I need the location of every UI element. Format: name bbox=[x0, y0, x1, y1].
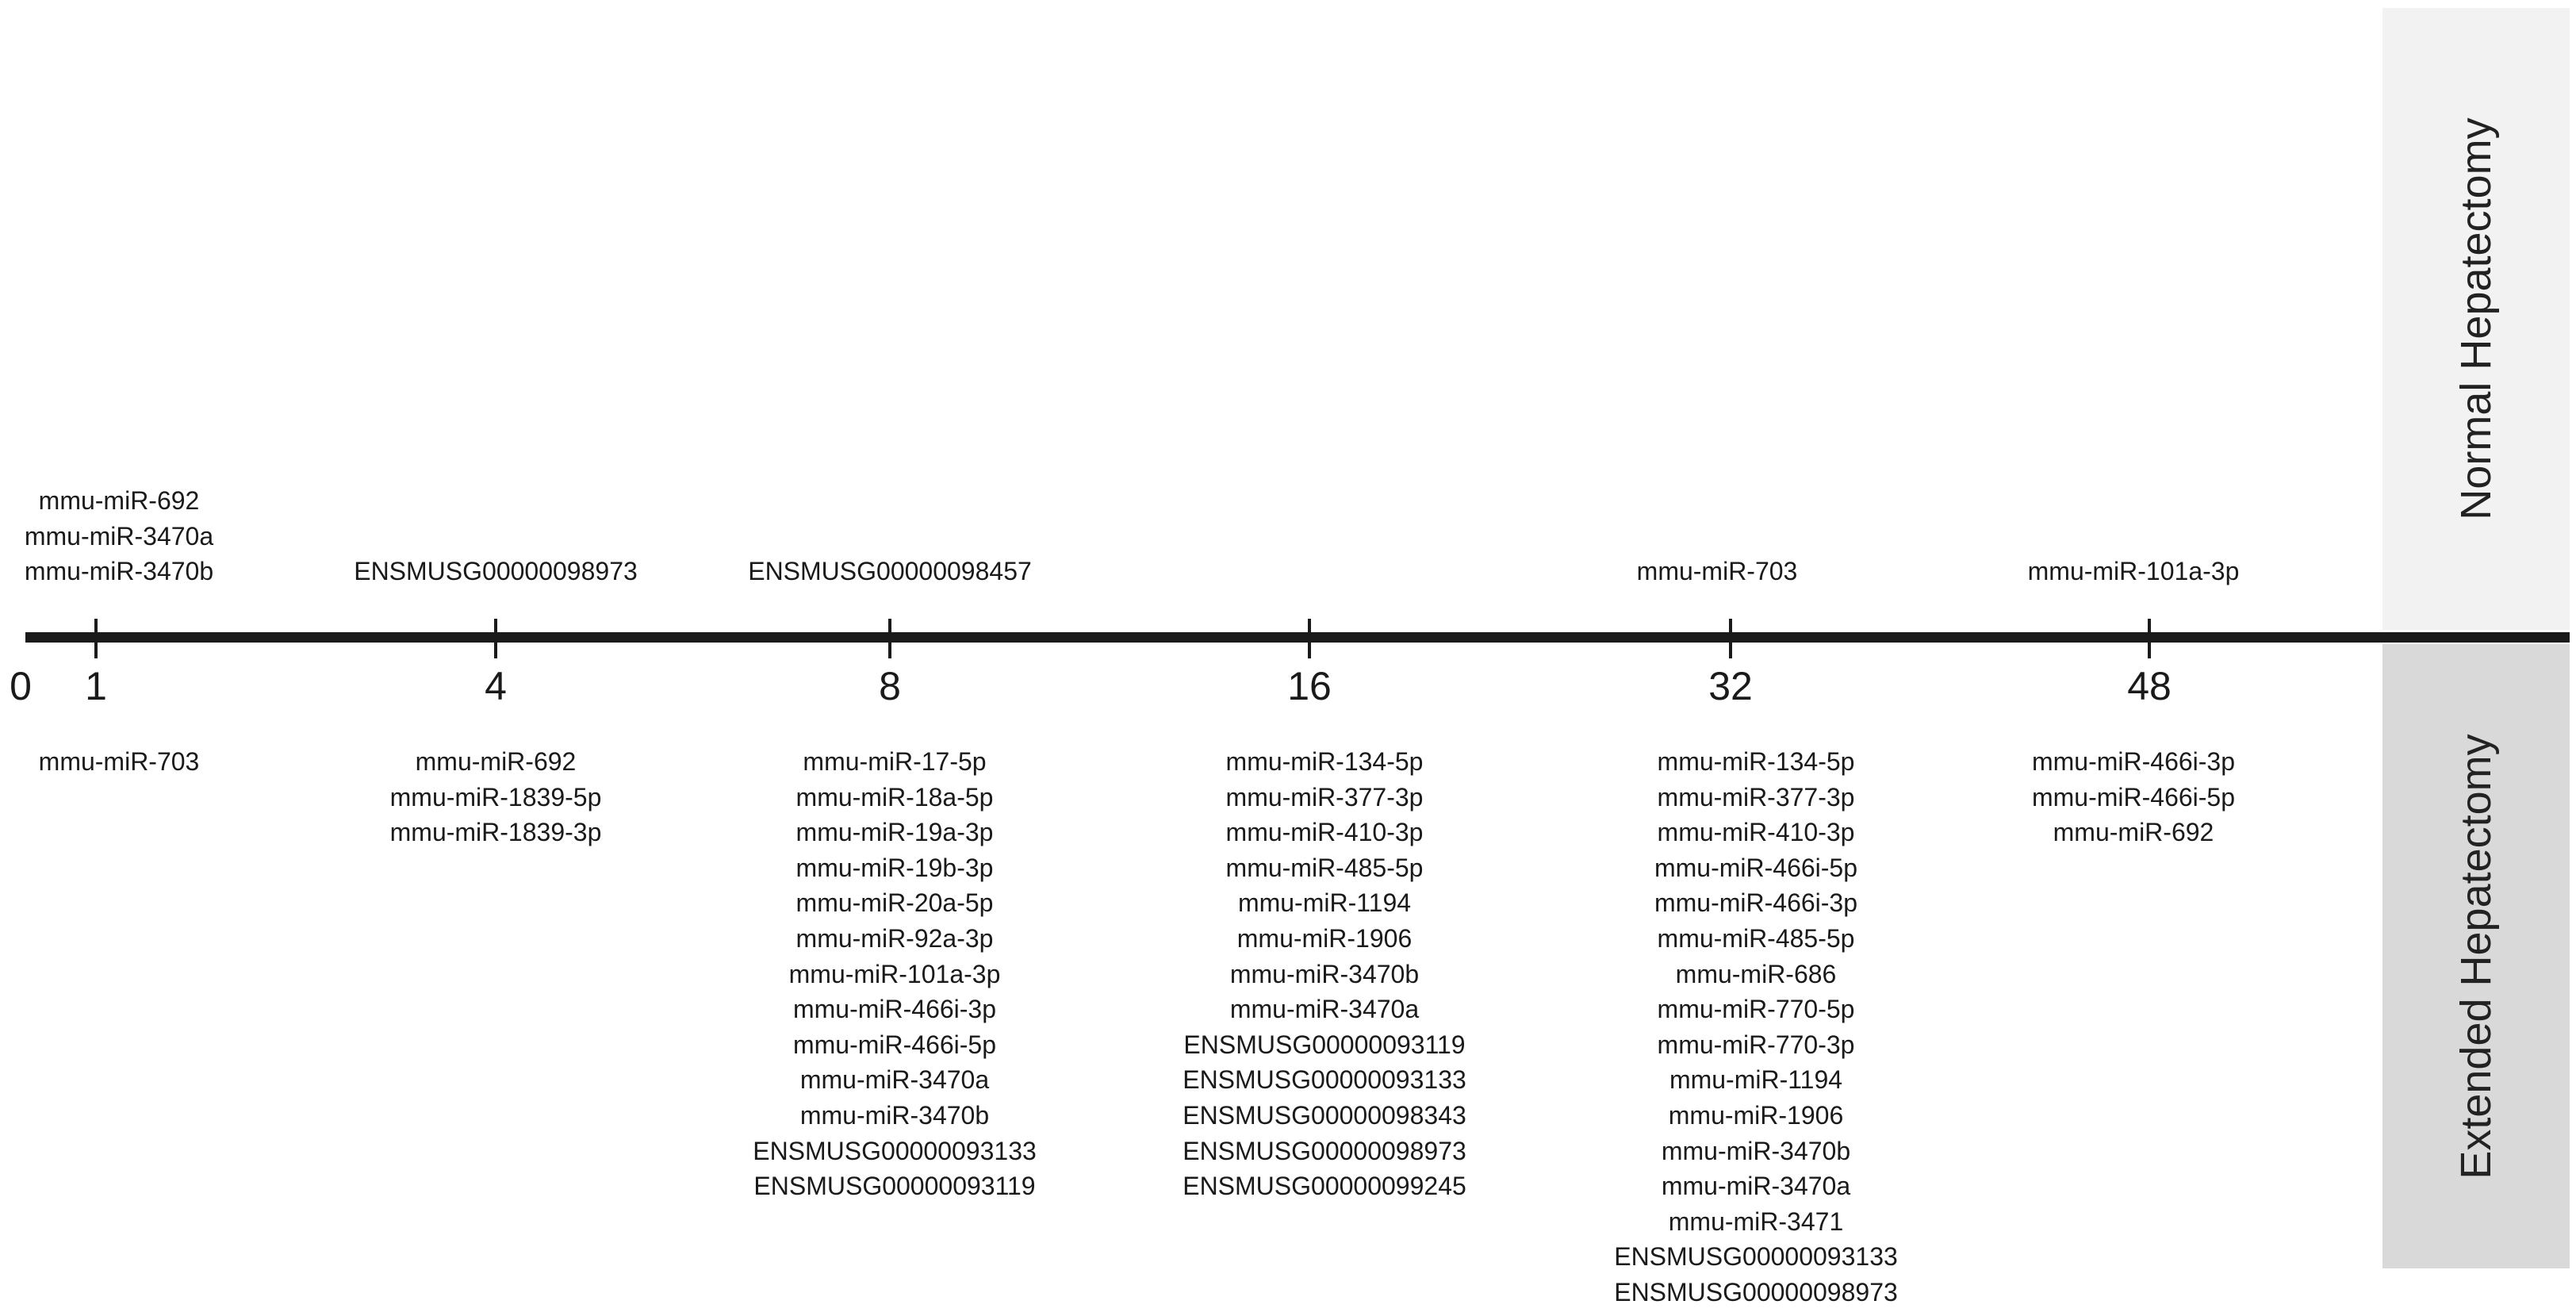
gene-label: mmu-miR-703 bbox=[1636, 557, 1798, 586]
gene-label: mmu-miR-1194 bbox=[1669, 1065, 1843, 1095]
gene-label: mmu-miR-410-3p bbox=[1225, 818, 1424, 847]
gene-label: ENSMUSG00000098457 bbox=[748, 557, 1032, 586]
gene-label: mmu-miR-466i-3p bbox=[2031, 747, 2236, 776]
axis-tick-label: 48 bbox=[2127, 664, 2172, 708]
axis-tick bbox=[494, 619, 497, 658]
gene-label: mmu-miR-466i-5p bbox=[792, 1030, 997, 1059]
gene-label: ENSMUSG00000093133 bbox=[1183, 1065, 1466, 1095]
gene-label: mmu-miR-3470b bbox=[1661, 1136, 1851, 1165]
gene-label: mmu-miR-692 bbox=[415, 747, 577, 776]
extended-group: mmu-miR-692 mmu-miR-1839-5p mmu-miR-1839-3… bbox=[390, 744, 602, 850]
normal-group: ENSMUSG00000098457 bbox=[748, 554, 1032, 589]
gene-label: mmu-miR-20a-5p bbox=[795, 888, 994, 918]
gene-label: ENSMUSG00000099245 bbox=[1183, 1172, 1466, 1201]
gene-label: mmu-miR-466i-3p bbox=[1654, 888, 1858, 918]
gene-label: mmu-miR-377-3p bbox=[1657, 782, 1855, 811]
gene-label: mmu-miR-703 bbox=[38, 747, 200, 776]
axis-tick-label: 8 bbox=[879, 664, 901, 708]
axis-tick-label: 32 bbox=[1708, 664, 1753, 708]
gene-label: mmu-miR-1839-3p bbox=[389, 818, 602, 847]
gene-label: mmu-miR-19a-3p bbox=[795, 818, 994, 847]
gene-label: ENSMUSG00000093119 bbox=[1183, 1030, 1466, 1059]
gene-label: mmu-miR-3470b bbox=[24, 557, 214, 586]
axis-tick bbox=[2148, 619, 2151, 658]
gene-label: mmu-miR-1906 bbox=[1668, 1100, 1844, 1130]
gene-label: ENSMUSG00000093133 bbox=[753, 1136, 1037, 1165]
gene-label: ENSMUSG00000098973 bbox=[1614, 1277, 1898, 1306]
normal-hepatectomy-label: Normal Hepatectomy bbox=[2452, 117, 2500, 520]
normal-group: mmu-miR-703 bbox=[1637, 554, 1798, 589]
gene-label: mmu-miR-466i-5p bbox=[2031, 782, 2236, 811]
axis-tick bbox=[94, 619, 98, 658]
gene-label: mmu-miR-770-5p bbox=[1657, 995, 1855, 1024]
normal-group: mmu-miR-101a-3p bbox=[2028, 554, 2240, 589]
axis-tick bbox=[888, 619, 891, 658]
gene-label: mmu-miR-410-3p bbox=[1657, 818, 1855, 847]
axis-tick bbox=[1308, 619, 1311, 658]
gene-label: mmu-miR-17-5p bbox=[803, 747, 987, 776]
gene-label: ENSMUSG00000093133 bbox=[1614, 1242, 1898, 1272]
axis-tick bbox=[1729, 619, 1732, 658]
gene-label: mmu-miR-1194 bbox=[1237, 888, 1412, 918]
gene-label: mmu-miR-18a-5p bbox=[795, 782, 994, 811]
gene-label: mmu-miR-692 bbox=[2053, 818, 2214, 847]
gene-label: mmu-miR-3470a bbox=[1661, 1172, 1851, 1201]
extended-hepatectomy-panel: Extended Hepatectomy bbox=[2382, 644, 2570, 1268]
axis-origin-label: 0 bbox=[10, 664, 32, 708]
gene-label: mmu-miR-3470a bbox=[799, 1065, 990, 1095]
gene-label: mmu-miR-3470b bbox=[1229, 959, 1420, 988]
axis-tick-label: 1 bbox=[85, 664, 107, 708]
gene-label: ENSMUSG00000093119 bbox=[753, 1172, 1036, 1201]
gene-label: mmu-miR-466i-3p bbox=[792, 995, 997, 1024]
gene-label: mmu-miR-3470a bbox=[24, 521, 214, 551]
gene-label: ENSMUSG00000098973 bbox=[354, 557, 638, 586]
gene-label: mmu-miR-485-5p bbox=[1657, 923, 1855, 953]
gene-label: mmu-miR-3471 bbox=[1668, 1207, 1844, 1236]
gene-label: mmu-miR-101a-3p bbox=[788, 959, 1001, 988]
gene-label: mmu-miR-3470b bbox=[799, 1100, 990, 1130]
extended-hepatectomy-label: Extended Hepatectomy bbox=[2452, 733, 2500, 1180]
normal-hepatectomy-panel: Normal Hepatectomy bbox=[2382, 8, 2570, 630]
timeline-axis bbox=[25, 632, 2570, 643]
gene-label: mmu-miR-692 bbox=[38, 486, 200, 516]
gene-label: mmu-miR-1906 bbox=[1236, 923, 1413, 953]
extended-group: mmu-miR-703 bbox=[39, 744, 200, 780]
gene-label: mmu-miR-134-5p bbox=[1225, 747, 1424, 776]
gene-label: mmu-miR-770-3p bbox=[1657, 1030, 1855, 1059]
gene-label: mmu-miR-485-5p bbox=[1225, 853, 1424, 882]
gene-label: mmu-miR-3470a bbox=[1229, 995, 1420, 1024]
extended-group: mmu-miR-17-5p mmu-miR-18a-5p mmu-miR-19a-3… bbox=[753, 744, 1037, 1204]
gene-label: mmu-miR-1839-5p bbox=[389, 782, 602, 811]
gene-label: ENSMUSG00000098343 bbox=[1183, 1100, 1466, 1130]
gene-label: mmu-miR-377-3p bbox=[1225, 782, 1424, 811]
gene-label: mmu-miR-466i-5p bbox=[1654, 853, 1858, 882]
extended-group: mmu-miR-134-5p mmu-miR-377-3p mmu-miR-410-… bbox=[1183, 744, 1466, 1204]
gene-label: ENSMUSG00000098973 bbox=[1183, 1136, 1466, 1165]
gene-label: mmu-miR-134-5p bbox=[1657, 747, 1855, 776]
gene-label: mmu-miR-686 bbox=[1675, 959, 1837, 988]
normal-group: ENSMUSG00000098973 bbox=[354, 554, 638, 589]
extended-group: mmu-miR-134-5p mmu-miR-377-3p mmu-miR-410-… bbox=[1614, 744, 1898, 1310]
extended-group: mmu-miR-466i-3p mmu-miR-466i-5p mmu-miR-69… bbox=[2032, 744, 2235, 850]
axis-tick-label: 16 bbox=[1287, 664, 1332, 708]
normal-group: mmu-miR-692 mmu-miR-3470a mmu-miR-3470b bbox=[25, 483, 213, 589]
gene-label: mmu-miR-101a-3p bbox=[2027, 557, 2240, 586]
gene-label: mmu-miR-92a-3p bbox=[795, 923, 994, 953]
gene-label: mmu-miR-19b-3p bbox=[795, 853, 994, 882]
axis-tick-label: 4 bbox=[485, 664, 507, 708]
